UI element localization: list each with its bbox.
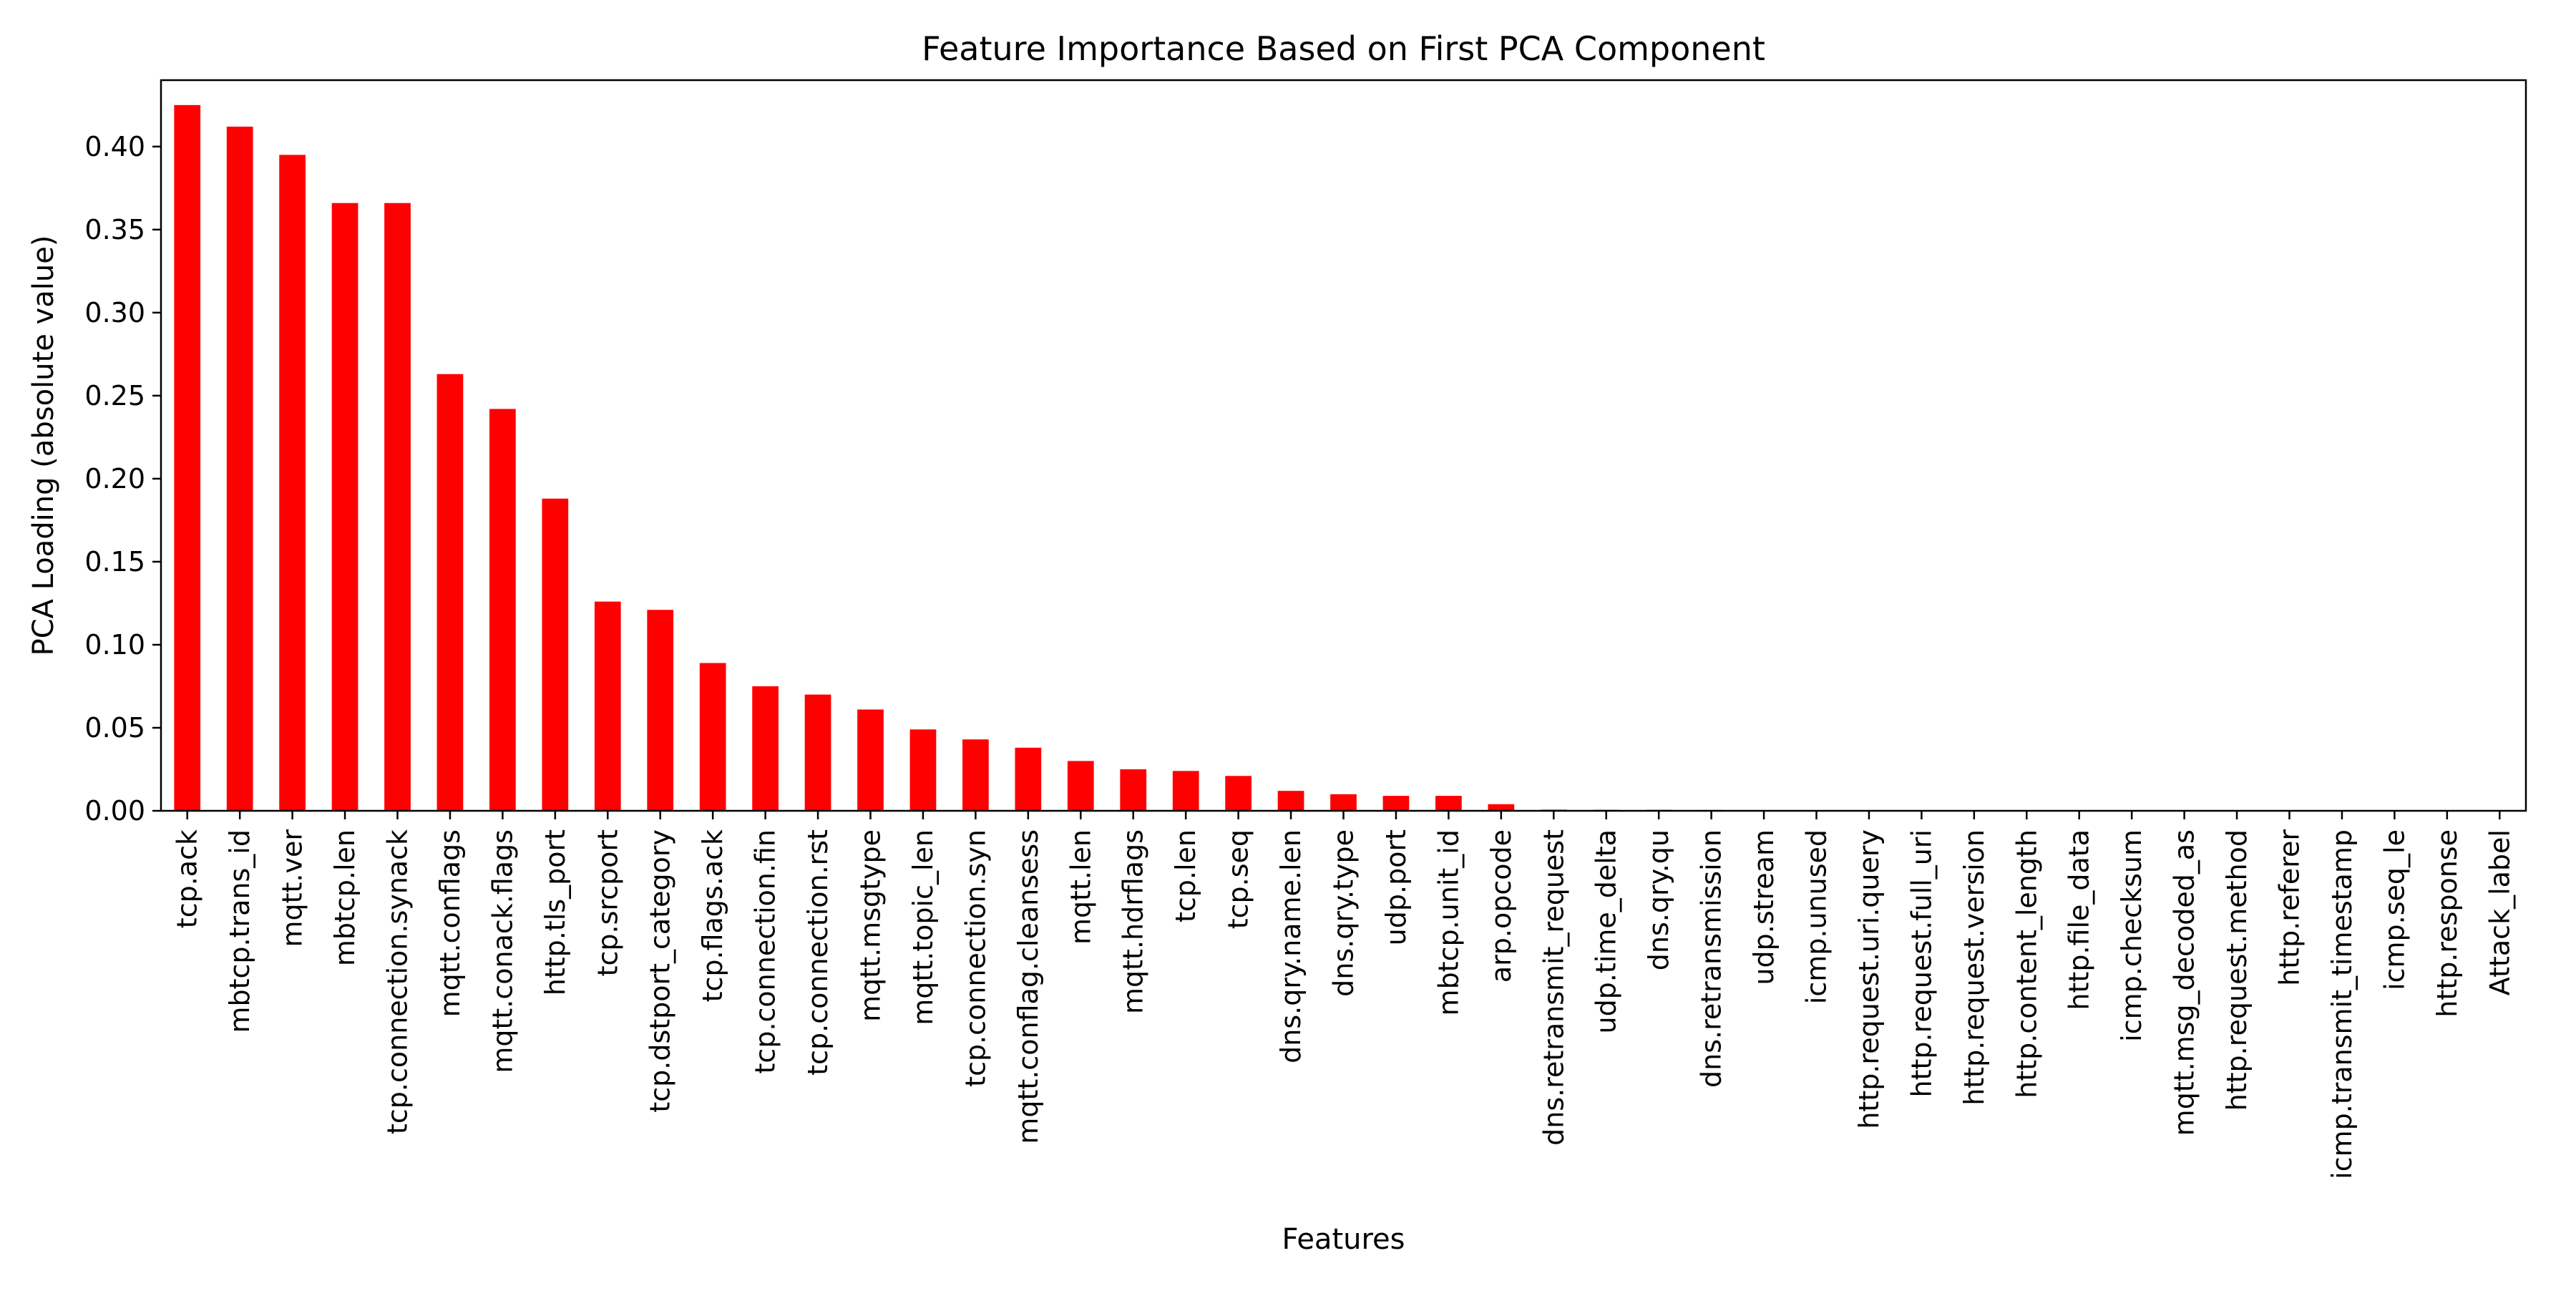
x-tick-label: http.request.uri.query <box>1853 829 1885 1129</box>
x-tick-label: mbtcp.unit_id <box>1433 829 1464 1015</box>
bar-tcp-srcport <box>594 601 621 811</box>
x-tick-label: mqtt.hdrflags <box>1118 829 1149 1014</box>
x-tick-label: tcp.ack <box>172 829 203 928</box>
y-axis-label: PCA Loading (absolute value) <box>27 235 60 656</box>
bar-tcp-connection-fin <box>752 686 779 811</box>
bar-dns-qry-type <box>1330 794 1357 811</box>
bar-mqtt-msgtype <box>857 709 884 811</box>
bars-layer <box>174 104 1777 812</box>
bar-mqtt-conack-flags <box>489 409 516 811</box>
x-tick-label: tcp.connection.rst <box>802 829 834 1076</box>
x-tick-label: tcp.len <box>1170 829 1201 922</box>
x-tick-label: arp.opcode <box>1485 829 1517 983</box>
x-tick-label: http.tls_port <box>540 829 571 995</box>
x-tick-label: mbtcp.len <box>329 829 361 966</box>
y-tick-label: 0.40 <box>84 131 145 162</box>
x-tick-label: icmp.checksum <box>2116 829 2147 1042</box>
chart-title: Feature Importance Based on First PCA Co… <box>922 29 1765 68</box>
x-tick-label: mqtt.conflag.cleansess <box>1013 829 1044 1144</box>
bar-tcp-seq <box>1225 776 1252 811</box>
y-tick-label: 0.10 <box>84 629 145 661</box>
y-tick-label: 0.00 <box>84 795 145 827</box>
x-tick-label: http.content_length <box>2011 829 2042 1098</box>
x-tick-label: tcp.seq <box>1223 829 1254 929</box>
bar-mqtt-conflags <box>436 374 464 811</box>
bar-dns-qry-name-len <box>1277 791 1304 811</box>
x-tick-label: http.response <box>2431 829 2463 1018</box>
y-tick-label: 0.15 <box>84 546 145 578</box>
x-tick-label: icmp.transmit_timestamp <box>2326 829 2358 1179</box>
x-tick-label: http.request.version <box>1958 829 1990 1106</box>
x-tick-label: mqtt.topic_len <box>907 829 939 1026</box>
bar-arp-opcode <box>1488 804 1515 811</box>
x-tick-label: mbtcp.trans_id <box>224 829 255 1033</box>
y-tick-label: 0.35 <box>84 214 145 245</box>
bar-mqtt-topic-len <box>909 729 937 811</box>
bar-tcp-len <box>1172 771 1199 811</box>
x-tick-label: mqtt.conflags <box>434 829 466 1017</box>
x-tick-label: tcp.srcport <box>592 829 623 976</box>
bar-mqtt-hdrflags <box>1120 769 1147 811</box>
y-tick-label: 0.30 <box>84 297 145 328</box>
bar-mqtt-len <box>1067 761 1094 811</box>
bar-mbtcp-trans-id <box>226 126 253 812</box>
x-tick-label: mqtt.len <box>1065 829 1096 945</box>
x-tick-label: dns.qry.qu <box>1643 829 1674 970</box>
x-tick-label: dns.retransmission <box>1696 829 1727 1088</box>
x-tick-label: http.request.full_uri <box>1906 829 1937 1097</box>
y-tick-label: 0.25 <box>84 380 145 411</box>
bar-tcp-connection-synack <box>384 203 411 811</box>
bar-tcp-connection-syn <box>962 739 989 811</box>
y-axis-ticks: 0.00 0.05 0.10 0.15 0.20 0.25 0.30 0.35 0.40 <box>84 131 161 827</box>
bar-mqtt-ver <box>279 155 306 811</box>
x-tick-label: tcp.flags.ack <box>697 829 728 1002</box>
x-tick-label: udp.stream <box>1748 829 1780 985</box>
x-tick-label: tcp.dstport_category <box>645 829 676 1113</box>
bar-tcp-connection-rst <box>804 694 831 811</box>
y-tick-label: 0.05 <box>84 712 145 744</box>
bar-udp-port <box>1382 796 1410 811</box>
x-tick-label: icmp.unused <box>1801 829 1833 1004</box>
x-axis-ticks: tcp.ack mbtcp.trans_id mqtt.ver mbtcp.len tc… <box>172 811 2515 1179</box>
x-tick-label: udp.port <box>1380 829 1412 945</box>
y-tick-label: 0.20 <box>84 463 145 495</box>
bar-tcp-ack <box>174 104 201 811</box>
bar-http-tls-port <box>542 498 569 811</box>
x-tick-label: http.referer <box>2274 829 2306 986</box>
x-tick-label: mqtt.conack.flags <box>487 829 518 1073</box>
x-tick-label: icmp.seq_le <box>2379 829 2410 990</box>
x-tick-label: dns.qry.name.len <box>1275 829 1307 1063</box>
x-tick-label: tcp.connection.fin <box>750 829 781 1073</box>
bar-mqtt-conflag-cleansess <box>1015 747 1042 811</box>
x-tick-label: tcp.connection.syn <box>960 829 991 1087</box>
x-tick-label: dns.retransmit_request <box>1538 829 1569 1146</box>
x-tick-label: mqtt.msg_decoded_as <box>2169 829 2200 1136</box>
x-tick-label: dns.qry.type <box>1328 829 1360 997</box>
x-tick-label: mqtt.ver <box>277 829 308 947</box>
bar-mbtcp-unit-id <box>1435 796 1462 811</box>
bar-tcp-flags-ack <box>699 663 726 811</box>
x-axis-label: Features <box>1282 1223 1405 1256</box>
plot-frame <box>160 79 2527 812</box>
bar-tcp-dstport-category <box>647 610 674 811</box>
x-tick-label: http.file_data <box>2064 829 2095 1010</box>
x-tick-label: tcp.connection.synack <box>382 829 414 1134</box>
x-tick-label: http.request.method <box>2221 829 2253 1111</box>
bar-mbtcp-len <box>331 203 358 811</box>
x-tick-label: mqtt.msgtype <box>855 829 887 1022</box>
x-tick-label: udp.time_delta <box>1591 829 1622 1034</box>
x-tick-label: Attack_label <box>2484 829 2515 995</box>
